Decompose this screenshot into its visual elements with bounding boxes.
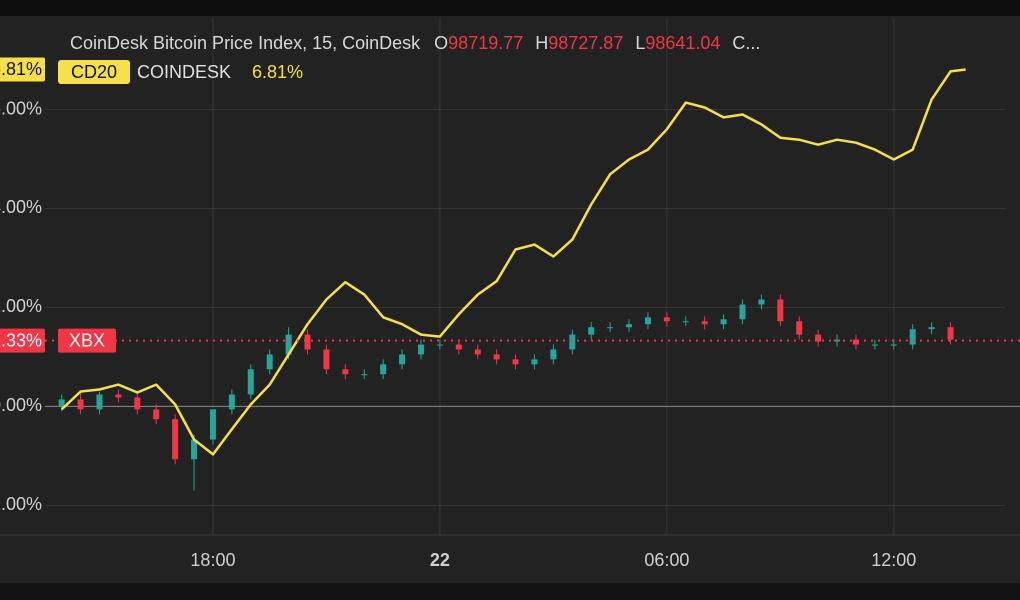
candle-body <box>531 359 538 365</box>
line-series <box>60 68 966 456</box>
candle-body <box>115 394 122 398</box>
y-tick-label: 2.00% <box>0 296 42 316</box>
price-badge <box>0 328 45 353</box>
candle-body <box>607 327 614 329</box>
candle-body <box>96 394 103 410</box>
candle-body <box>474 349 481 355</box>
candle-body <box>815 334 822 342</box>
candle-body <box>134 397 141 410</box>
y-tick-label: -2.00% <box>0 494 42 514</box>
ohlc-value: 98641.04 <box>645 33 720 53</box>
candle-body <box>247 369 254 395</box>
ohlc-key: H <box>535 33 548 53</box>
candle-body <box>871 344 878 346</box>
candle-body <box>758 299 765 305</box>
y-tick-label: 0.00% <box>0 395 42 415</box>
candle-body <box>739 304 746 320</box>
candle-body <box>701 321 708 325</box>
price-name-badge <box>58 328 116 353</box>
candle-body <box>909 329 916 345</box>
candle-body <box>455 344 462 350</box>
candle-body <box>285 334 292 355</box>
candle-body <box>550 349 557 360</box>
legend-badge <box>58 60 130 84</box>
top-bar <box>0 0 1020 16</box>
candle-body <box>228 394 235 410</box>
marks <box>58 68 966 491</box>
legend-name: CD20 <box>71 62 117 82</box>
grid: -2.00% 0.00% 2.00% 4.00% 6.00% 18:00 22 06:00 12… <box>0 18 1020 570</box>
bottom-bar <box>0 583 1020 600</box>
candle-body <box>720 319 727 325</box>
candle-body <box>777 299 784 322</box>
candle-body <box>493 354 500 360</box>
y-tick-label: 6.00% <box>0 98 42 118</box>
legend-source: COINDESK <box>137 62 231 82</box>
ohlc-key: O <box>434 33 448 53</box>
candle-body <box>58 399 65 407</box>
ohlc-key: C... <box>732 33 760 53</box>
candle-body <box>191 439 198 460</box>
candle-body <box>417 344 424 355</box>
candle-body <box>172 419 179 460</box>
candle-body <box>569 334 576 350</box>
candle-body <box>947 327 954 340</box>
candle-body <box>399 354 406 365</box>
x-tick-label: 18:00 <box>190 550 235 570</box>
candle-body <box>361 374 368 376</box>
candle-body <box>436 344 443 346</box>
candle-body <box>342 369 349 375</box>
candle-body <box>266 354 273 370</box>
line-value-badge <box>0 57 45 82</box>
candle-body <box>209 409 216 440</box>
legend-value: 6.81% <box>252 62 303 82</box>
ohlc-key: L <box>635 33 645 53</box>
candle-body <box>304 334 311 350</box>
candle-body <box>852 339 859 345</box>
price-badge-label: 1.33% <box>0 330 42 350</box>
candle-body <box>512 359 519 365</box>
header: CoinDesk Bitcoin Price Index, 15, CoinDe… <box>70 33 760 53</box>
y-tick-label: 4.00% <box>0 197 42 217</box>
chart-background <box>0 16 1020 583</box>
candle-body <box>928 327 935 330</box>
candle-body <box>588 327 595 335</box>
x-tick-label: 06:00 <box>644 550 689 570</box>
overlay: 1.33% XBX 6.81% <box>0 57 1020 353</box>
candle-body <box>663 317 670 322</box>
x-tick-label: 22 <box>430 550 450 570</box>
candle-body <box>796 321 803 335</box>
price-name: XBX <box>69 330 105 350</box>
candle-body <box>890 344 897 346</box>
candle-body <box>323 349 330 370</box>
candle-body <box>153 409 160 420</box>
candle-body <box>682 321 689 323</box>
candle-body <box>380 364 387 375</box>
candle-body <box>644 317 651 325</box>
candle-body <box>77 399 84 410</box>
candle-body <box>626 324 633 328</box>
line-value-label: 6.81% <box>0 59 42 79</box>
ohlc-value: 98727.87 <box>548 33 623 53</box>
x-tick-label: 12:00 <box>871 550 916 570</box>
ohlc-value: 98719.77 <box>448 33 523 53</box>
chart-title: CoinDesk Bitcoin Price Index, 15, CoinDe… <box>70 33 421 53</box>
